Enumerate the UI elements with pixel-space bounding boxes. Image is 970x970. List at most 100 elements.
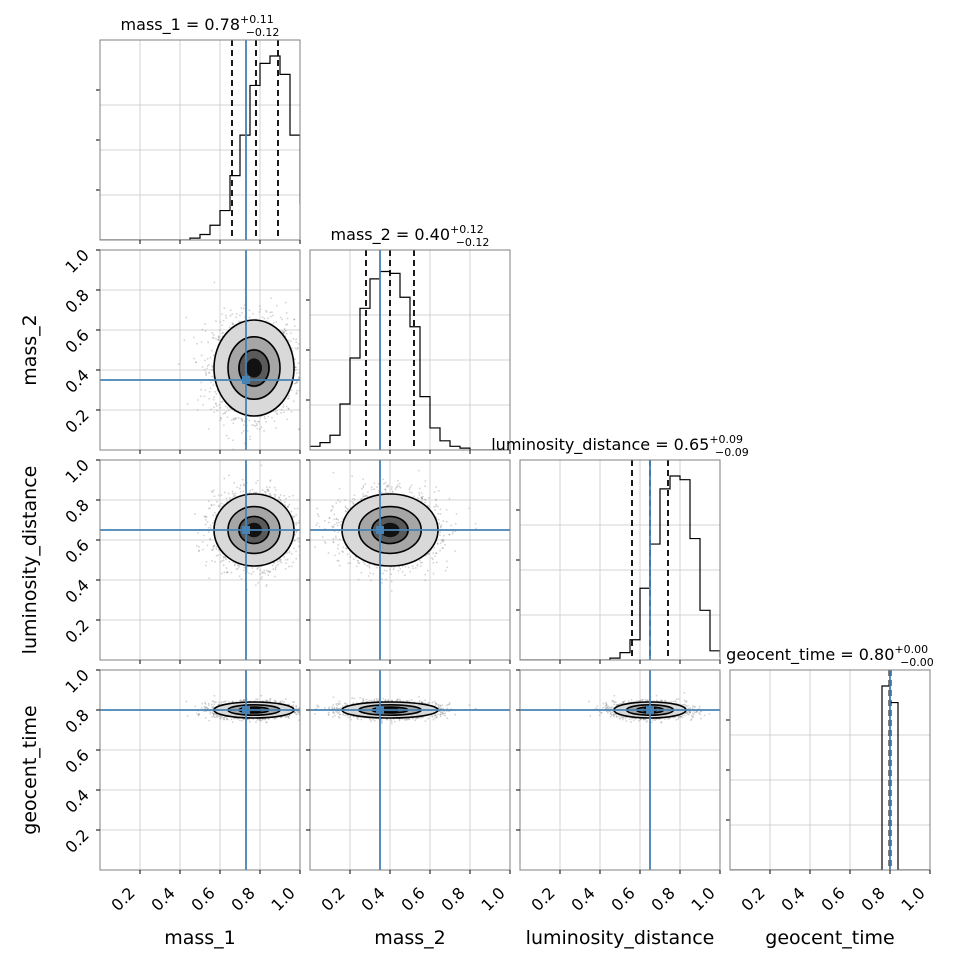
scatter-point — [232, 322, 234, 325]
scatter-point — [203, 368, 206, 371]
scatter-point — [240, 418, 243, 421]
scatter-point — [230, 571, 233, 574]
scatter-point — [280, 412, 282, 414]
scatter-point — [300, 358, 302, 360]
scatter-point — [242, 483, 245, 486]
scatter-point — [211, 337, 214, 339]
scatter-point — [242, 464, 244, 466]
contour — [238, 349, 270, 387]
scatter-point — [303, 530, 305, 532]
scatter-point — [290, 565, 293, 568]
scatter-point — [211, 349, 213, 352]
scatter-point — [264, 309, 267, 312]
scatter-point — [287, 397, 290, 400]
scatter-point — [238, 320, 240, 323]
scatter-point — [275, 564, 278, 567]
scatter-point — [285, 405, 288, 408]
scatter-point — [287, 565, 290, 568]
scatter-point — [420, 497, 423, 499]
scatter-point — [232, 422, 235, 425]
scatter-point — [288, 503, 291, 506]
scatter-point — [215, 548, 218, 551]
scatter-point — [220, 502, 223, 505]
scatter-point — [249, 438, 251, 441]
scatter-point — [305, 520, 307, 522]
scatter-point — [300, 525, 302, 527]
scatter-point — [206, 365, 209, 367]
scatter-point — [212, 545, 215, 548]
scatter-point — [209, 387, 212, 390]
scatter-point — [219, 321, 222, 323]
scatter-point — [209, 356, 212, 359]
scatter-point — [290, 389, 293, 392]
scatter-point — [263, 415, 266, 418]
scatter-point — [208, 390, 211, 393]
scatter-point — [273, 561, 276, 564]
scatter-point — [328, 517, 331, 520]
scatter-point — [233, 493, 236, 496]
scatter-point — [222, 319, 225, 322]
scatter-point — [240, 431, 243, 434]
scatter-point — [420, 496, 423, 498]
scatter-point — [212, 547, 215, 550]
scatter-point — [197, 399, 200, 401]
scatter-point — [287, 408, 290, 410]
scatter-point — [266, 488, 269, 491]
scatter-point — [265, 569, 268, 572]
scatter-point — [418, 469, 420, 472]
scatter-point — [224, 314, 227, 317]
scatter-point — [261, 576, 263, 578]
scatter-point — [177, 363, 180, 366]
scatter-point — [233, 417, 236, 420]
scatter-point — [237, 564, 240, 567]
scatter-point — [390, 573, 392, 576]
scatter-point — [274, 566, 277, 569]
scatter-point — [256, 427, 259, 430]
scatter-point — [263, 569, 266, 572]
scatter-point — [208, 372, 211, 374]
scatter-point — [327, 521, 330, 524]
scatter-point — [349, 555, 352, 558]
scatter-point — [301, 365, 303, 367]
scatter-point — [262, 571, 265, 574]
scatter-point — [218, 329, 221, 331]
scatter-point — [267, 574, 270, 577]
scatter-point — [439, 513, 442, 515]
scatter-point — [201, 366, 204, 368]
scatter-point — [411, 565, 414, 568]
density-fill — [246, 358, 262, 378]
scatter-point — [205, 374, 208, 377]
panel-1-1: mass_2 = 0.40+0.12 −0.12 — [306, 223, 511, 451]
scatter-point — [292, 400, 295, 403]
scatter-point — [192, 336, 195, 339]
scatter-point — [269, 479, 272, 482]
scatter-point — [282, 411, 285, 414]
scatter-point — [225, 434, 228, 437]
scatter-point — [255, 491, 258, 494]
scatter-point — [301, 555, 303, 557]
scatter-point — [275, 321, 278, 323]
scatter-point — [407, 566, 410, 569]
scatter-point — [206, 544, 209, 547]
scatter-point — [207, 341, 210, 344]
scatter-point — [241, 312, 243, 314]
scatter-point — [236, 564, 239, 566]
scatter-point — [368, 565, 371, 568]
scatter-point — [448, 497, 451, 500]
panel-2-1 — [309, 459, 511, 661]
scatter-point — [274, 489, 277, 491]
scatter-point — [296, 537, 299, 540]
scatter-point — [219, 416, 222, 419]
scatter-point — [278, 496, 280, 499]
scatter-point — [281, 330, 284, 332]
scatter-point — [284, 568, 287, 570]
panel-0-0: mass_1 = 0.78+0.11 −0.12 — [96, 13, 301, 241]
scatter-point — [264, 490, 267, 493]
scatter-point — [243, 484, 245, 487]
scatter-point — [287, 506, 289, 508]
scatter-point — [292, 561, 294, 564]
scatter-point — [202, 548, 204, 551]
scatter-point — [214, 560, 216, 563]
scatter-point — [301, 505, 303, 507]
panel-content — [310, 460, 510, 660]
